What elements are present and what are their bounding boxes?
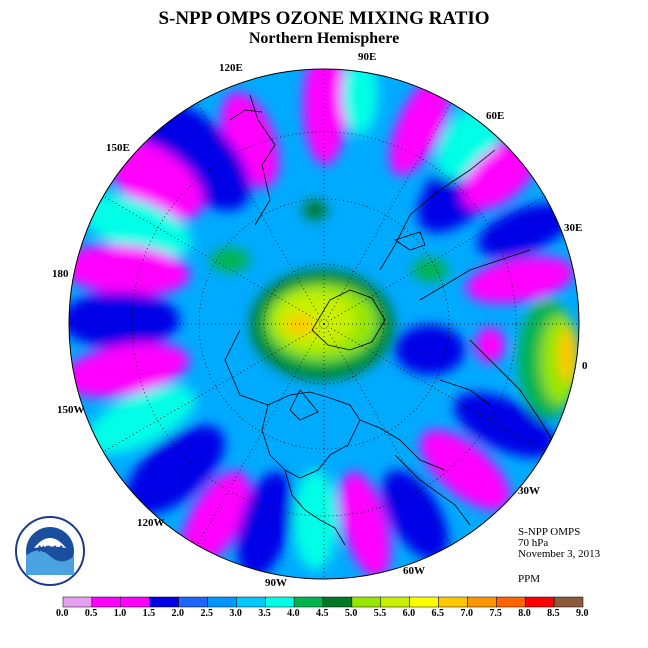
lon-label-60w: 60W: [403, 565, 425, 577]
colorbar-swatch: [524, 596, 555, 608]
info-instrument: S-NPP OMPS: [518, 526, 581, 538]
colorbar-swatch: [62, 596, 93, 608]
colorbar-swatch: [91, 596, 122, 608]
colorbar-tick-label: 6.0: [402, 608, 416, 619]
graticule: [69, 69, 579, 579]
colorbar-swatch: [149, 596, 179, 608]
colorbar-swatch: [409, 596, 439, 608]
info-units: PPM: [518, 573, 541, 585]
colorbar-tick-label: 8.0: [518, 608, 531, 619]
colorbar-tick-label: 7.5: [489, 608, 502, 619]
lon-label-0: 0: [582, 360, 588, 372]
colorbar-tick-label: 4.0: [287, 608, 300, 619]
colorbar-swatch: [553, 596, 584, 608]
colorbar-tick-label: 2.0: [171, 608, 185, 619]
colorbar-tick-label: 1.0: [113, 608, 127, 619]
lon-label-120w: 120W: [137, 517, 165, 529]
colorbar-tick-label: 3.5: [258, 608, 271, 619]
lon-label-150w: 150W: [57, 404, 85, 416]
colorbar-swatch: [120, 596, 150, 608]
colorbar-swatch: [380, 596, 410, 608]
colorbar-swatch: [178, 596, 208, 608]
info-date: November 3, 2013: [518, 548, 601, 560]
colorbar-swatch: [293, 596, 324, 608]
colorbar-tick-label: 0.0: [56, 608, 69, 619]
noaa-logo-text: NOAA: [38, 544, 65, 554]
colorbar-swatch: [438, 596, 468, 608]
colorbar-tick-label: 5.5: [373, 608, 387, 619]
colorbar-swatch: [496, 596, 526, 608]
colorbar-tick-label: 6.5: [431, 608, 445, 619]
lon-label-30e: 30E: [564, 222, 583, 234]
lon-label-120e: 120E: [219, 62, 243, 74]
colorbar-tick-label: 5.0: [344, 608, 358, 619]
colorbar-tick-label: 9.0: [576, 608, 589, 619]
colorbar-swatch: [467, 596, 497, 608]
lon-label-60e: 60E: [486, 110, 505, 122]
colorbar-swatch: [236, 596, 266, 608]
map-border: [68, 68, 580, 580]
colorbar-swatch: [207, 596, 237, 608]
lon-label-180: 180: [52, 268, 69, 280]
lon-label-90w: 90W: [265, 577, 287, 589]
colorbar-tick-label: 1.5: [142, 608, 156, 619]
colorbar: [62, 596, 584, 608]
map-subtitle: Northern Hemisphere: [248, 30, 400, 47]
colorbar-tick-label: 0.5: [84, 608, 98, 619]
colorbar-swatch: [351, 596, 382, 608]
colorbar-swatch: [264, 596, 295, 608]
colorbar-tick-label: 2.5: [200, 608, 213, 619]
lon-label-90e: 90E: [358, 51, 377, 63]
colorbar-tick-label: 7.0: [460, 608, 473, 619]
ozone-field: [69, 69, 579, 579]
coastlines: [224, 94, 556, 546]
map-title: S-NPP OMPS OZONE MIXING RATIO: [158, 8, 490, 29]
colorbar-tick-label: 8.5: [547, 608, 560, 619]
lon-label-30w: 30W: [518, 485, 540, 497]
info-pressure: 70 hPa: [518, 537, 549, 549]
colorbar-tick-label: 4.5: [316, 608, 329, 619]
lon-label-150e: 150E: [106, 142, 130, 154]
noaa-logo: [15, 516, 85, 586]
colorbar-swatch: [322, 596, 353, 608]
colorbar-tick-label: 3.0: [229, 608, 242, 619]
